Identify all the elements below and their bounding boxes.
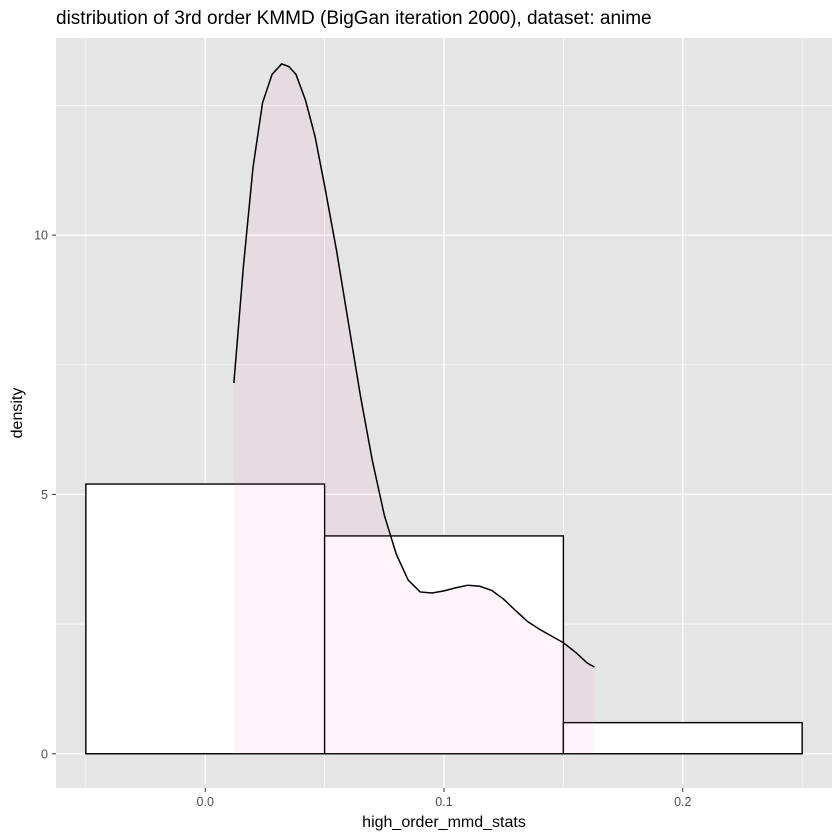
x-axis-ticks: 0.0 0.1 0.2: [197, 788, 691, 809]
y-axis-ticks: 0 5 10: [34, 229, 56, 761]
chart-title: distribution of 3rd order KMMD (BigGan i…: [56, 8, 652, 29]
density-area: [233, 63, 595, 754]
y-tick-label: 5: [41, 488, 48, 502]
y-tick-label: 10: [34, 229, 48, 243]
y-axis-title: density: [9, 388, 26, 439]
x-tick-label: 0.0: [197, 795, 214, 809]
x-tick-label: 0.1: [435, 795, 452, 809]
histogram-bars: [85, 483, 803, 755]
density-curve-group: [233, 63, 595, 754]
histogram-bar-3: [562, 721, 803, 755]
x-axis-title: high_order_mmd_stats: [362, 814, 526, 831]
density-line: [233, 63, 595, 668]
y-tick-label: 0: [41, 747, 48, 761]
x-tick-label: 0.2: [674, 795, 691, 809]
histogram-bar-2: [323, 535, 565, 755]
histogram-bar-1: [85, 483, 326, 755]
